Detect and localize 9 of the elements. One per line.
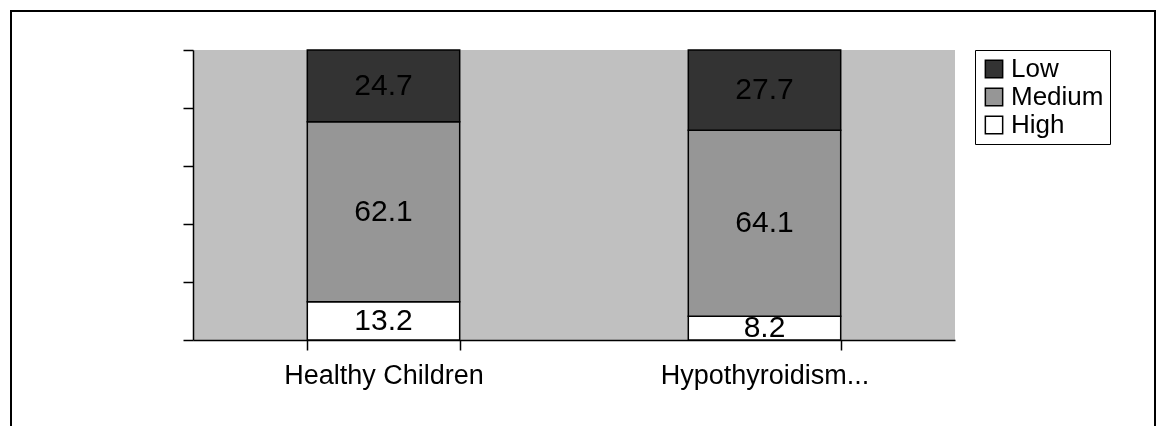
x-tick-label: Healthy Children [284, 359, 484, 390]
data-label: 62.1 [354, 193, 413, 227]
legend-label: Low [1011, 53, 1059, 83]
data-label: 8.2 [743, 310, 786, 344]
data-label: 13.2 [354, 302, 413, 336]
legend-label: Medium [1011, 81, 1104, 111]
legend-label: High [1011, 109, 1065, 139]
x-tick-label: Hypothyroidism... [660, 359, 870, 390]
data-label: 64.1 [735, 205, 794, 239]
